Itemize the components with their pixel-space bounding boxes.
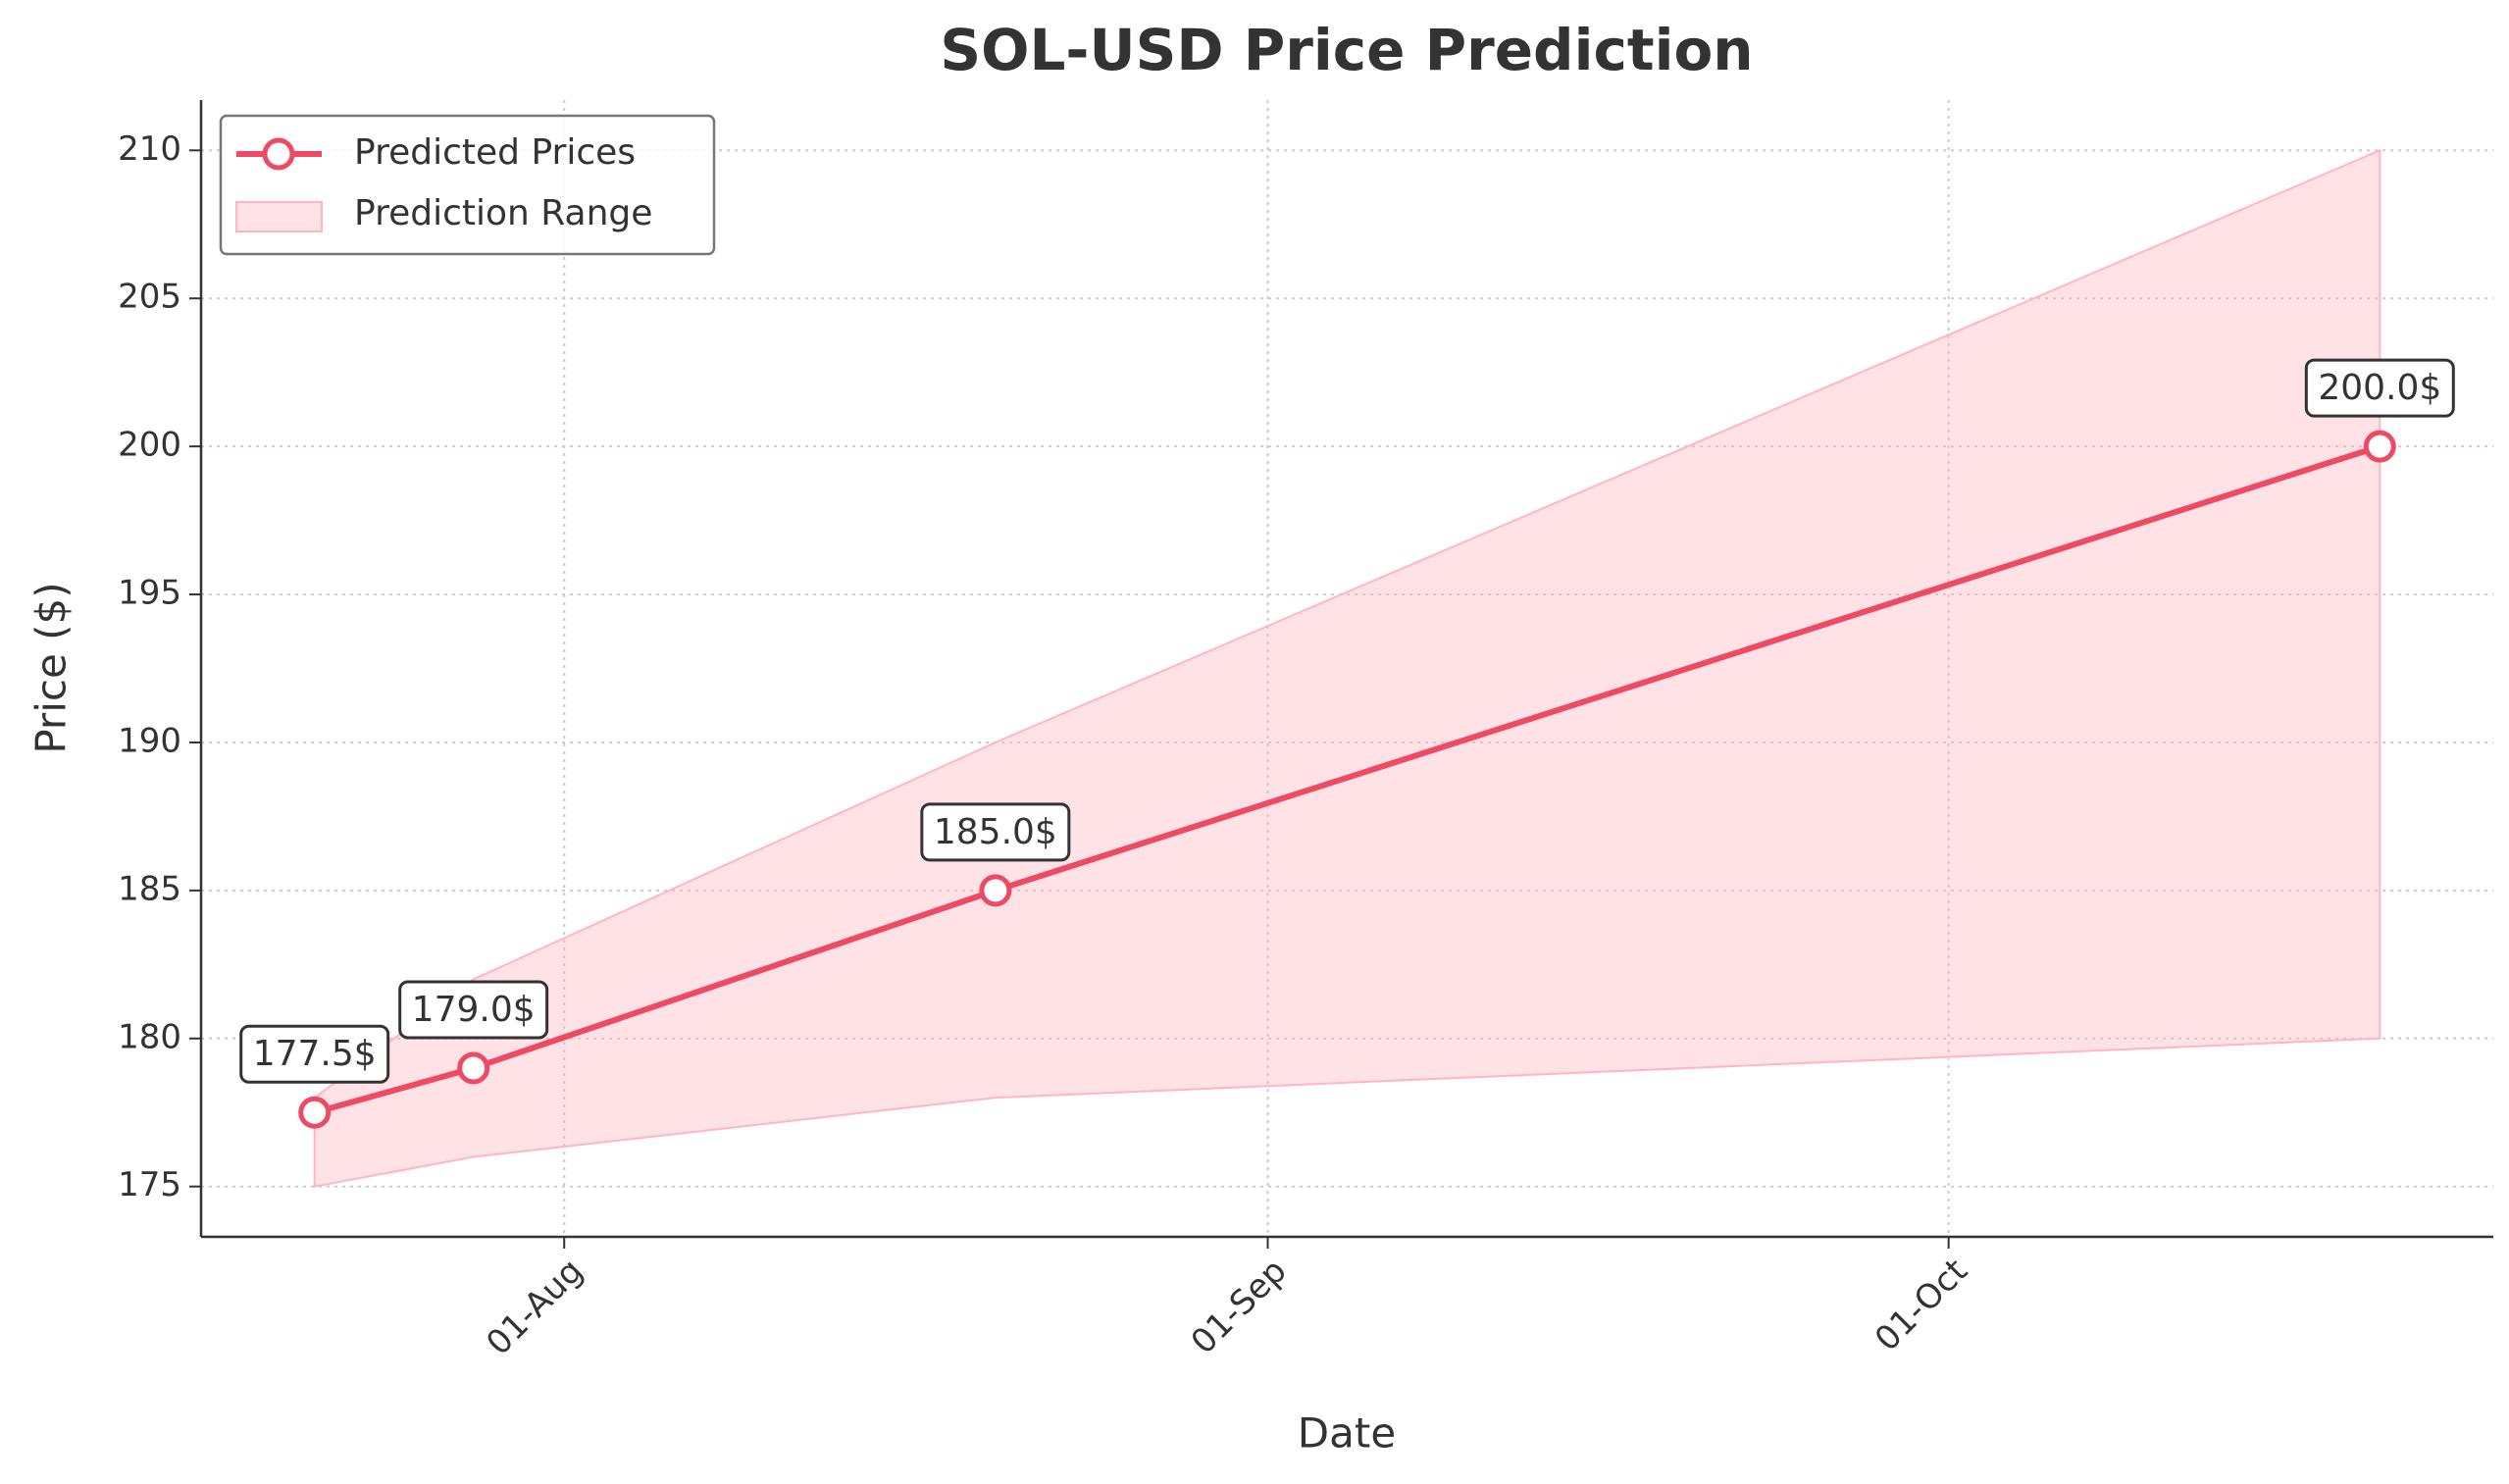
value-label: 185.0$ [920, 802, 1071, 862]
y-tick-label: 200 [118, 426, 181, 465]
legend-box [219, 114, 716, 256]
price-point [298, 1096, 332, 1129]
price-point [979, 874, 1012, 907]
value-label-text: 185.0$ [934, 812, 1057, 852]
chart-title: SOL-USD Price Prediction [940, 17, 1753, 83]
prediction-range [313, 148, 2381, 1188]
x-tick-label: 01-Aug [479, 1252, 590, 1363]
value-label-text: 179.0$ [412, 990, 536, 1030]
legend-marker [262, 137, 295, 171]
value-label-text: 200.0$ [2318, 368, 2441, 408]
x-axis-label: Date [1298, 1409, 1396, 1458]
value-label: 200.0$ [2304, 358, 2455, 418]
value-label: 177.5$ [239, 1024, 390, 1084]
y-tick-label: 185 [118, 869, 181, 908]
value-label-box [239, 1024, 390, 1084]
y-tick-label: 210 [118, 129, 181, 169]
y-tick-label: 180 [118, 1017, 181, 1056]
value-label-box [920, 802, 1071, 862]
legend-label: Predicted Prices [354, 132, 636, 173]
y-tick-label: 205 [118, 278, 181, 317]
legend-label: Prediction Range [354, 193, 652, 233]
value-label-text: 177.5$ [253, 1034, 377, 1074]
y-tick-label: 190 [118, 721, 181, 760]
price-point [2363, 430, 2396, 463]
value-label: 179.0$ [398, 980, 549, 1040]
value-label-box [398, 980, 549, 1040]
y-tick-label: 195 [118, 574, 181, 613]
price-point [457, 1051, 490, 1085]
x-tick-label: 01-Oct [1868, 1252, 1975, 1359]
legend-patch [235, 201, 323, 232]
y-tick-label: 175 [118, 1165, 181, 1204]
value-label-box [2304, 358, 2455, 418]
x-tick-label: 01-Sep [1184, 1252, 1295, 1362]
y-axis-label: Price ($) [27, 582, 76, 753]
price-line [313, 443, 2381, 1116]
